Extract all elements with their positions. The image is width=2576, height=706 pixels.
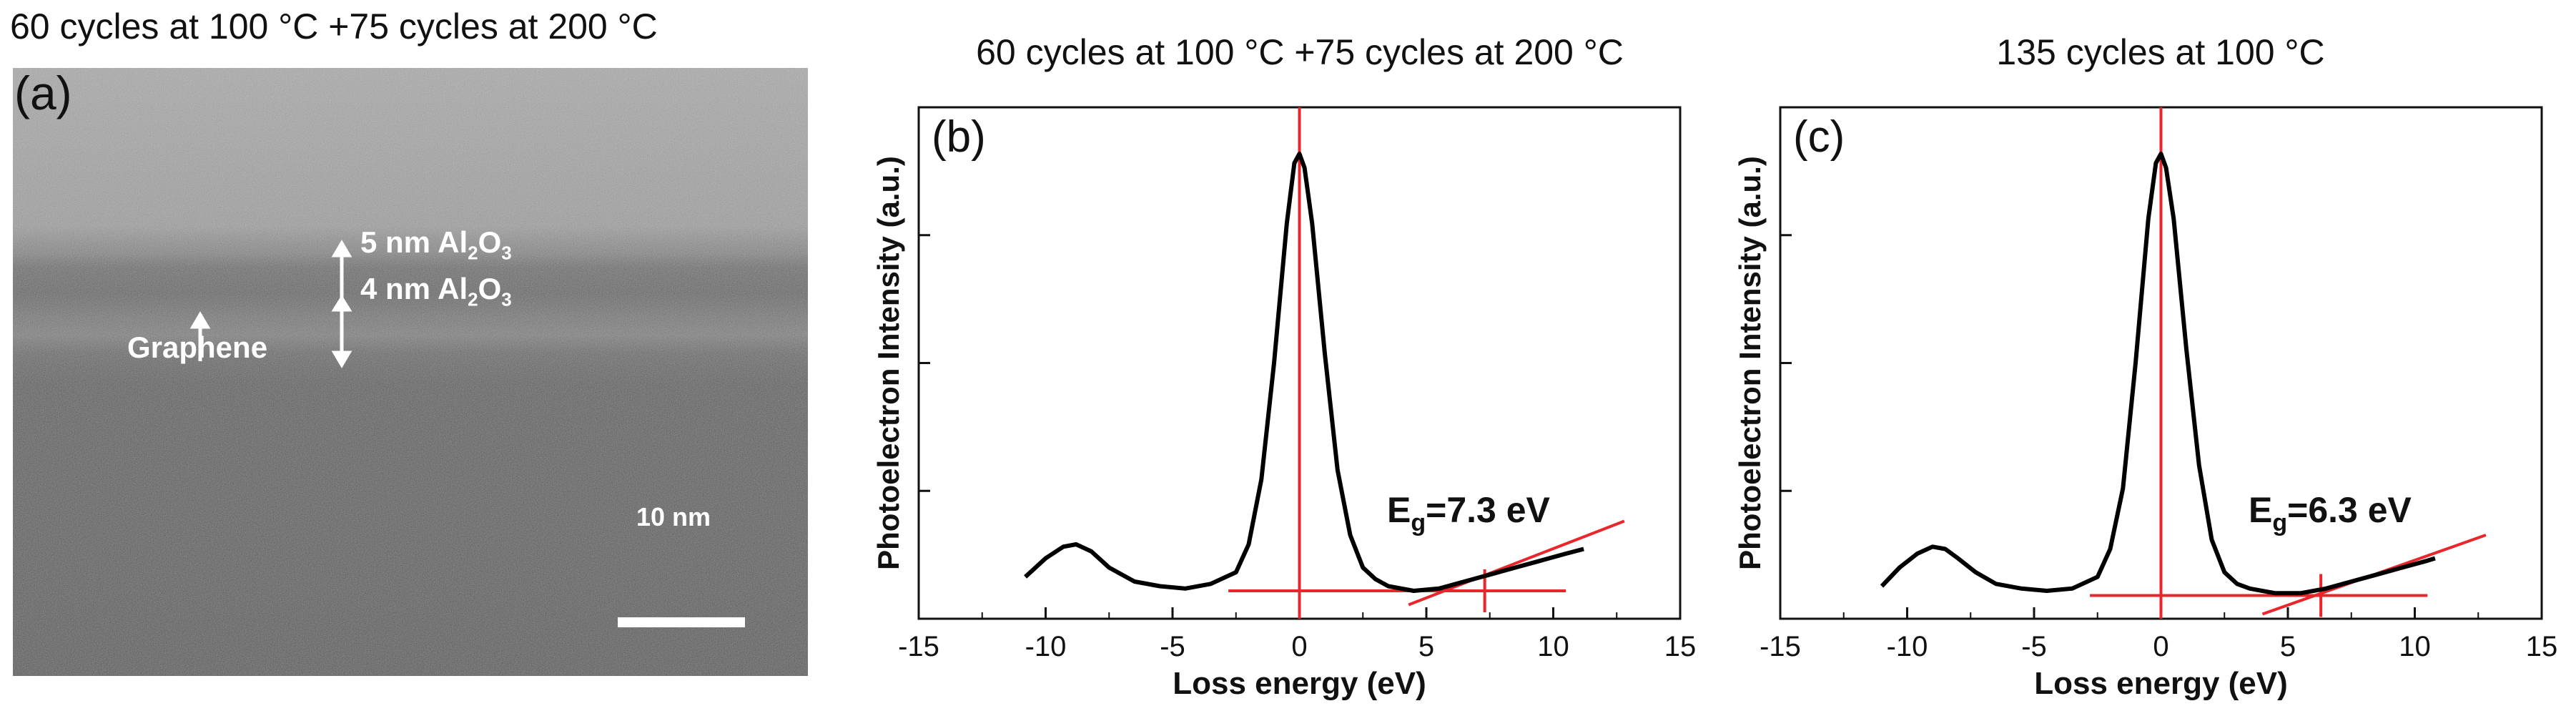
panel-letter-c: (c) [1793,112,1845,162]
panel-a-title: 60 cycles at 100 °C +75 cycles at 200 °C [10,6,658,46]
layer-bottom-label: 4 nm Al2O3 [360,272,512,310]
graphene-label: Graphene [127,330,268,364]
x-tick-label-c: 0 [2153,631,2168,662]
x-tick-label-c: -5 [2021,631,2047,662]
spectrum-curve-b [1024,152,1584,593]
spectrum-curve-c [1880,152,2436,596]
onset-fit-line-c [2261,534,2487,616]
y-axis-label-c: Photoelectron Intensity (a.u.) [1733,156,1767,570]
x-tick-label-b: 15 [1664,631,1697,662]
x-tick-label-c: 10 [2399,631,2431,662]
x-tick-label-b: -5 [1160,631,1185,662]
x-tick-label-b: -10 [1025,631,1067,662]
x-axis-label-b: Loss energy (eV) [1173,666,1426,701]
plot-frame-c [1779,106,2543,620]
bandgap-annotation-c: Eg=6.3 eV [2249,490,2412,536]
x-tick-label-c: -15 [1760,631,1801,662]
x-tick-label-c: 15 [2526,631,2558,662]
y-axis-label-b: Photoelectron Intensity (a.u.) [872,156,905,570]
chart-title-b: 60 cycles at 100 °C +75 cycles at 200 °C [976,32,1624,72]
layer-top-label: 5 nm Al2O3 [360,225,512,264]
x-tick-label-b: 0 [1291,631,1307,662]
chart-panel-b: 60 cycles at 100 °C +75 cycles at 200 °C… [872,32,1696,701]
x-tick-label-c: 5 [2280,631,2296,662]
x-tick-label-b: 5 [1418,631,1434,662]
scale-bar [618,617,745,627]
x-tick-label-b: -15 [898,631,939,662]
x-tick-label-c: -10 [1887,631,1928,662]
chart-title-c: 135 cycles at 100 °C [1996,32,2324,72]
bandgap-annotation-b: Eg=7.3 eV [1387,490,1551,536]
x-axis-label-c: Loss energy (eV) [2034,666,2288,701]
tem-micrograph [13,68,808,676]
panel-letter-b: (b) [932,112,986,162]
scale-bar-label: 10 nm [636,502,711,531]
x-tick-label-b: 10 [1537,631,1569,662]
chart-panel-c: 135 cycles at 100 °C -15 -10 -5 0 5 10 15 Loss e… [1733,32,2557,701]
onset-fit-line-b [1408,519,1625,607]
panel-a-letter: (a) [14,67,72,119]
plot-frame-b [917,106,1682,620]
tem-image [13,68,808,676]
